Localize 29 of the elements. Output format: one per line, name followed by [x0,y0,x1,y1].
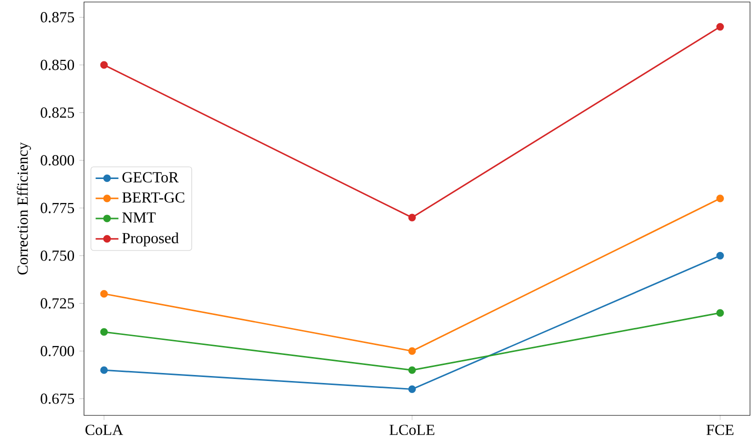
point [100,366,108,374]
x-tick-label: LCoLE [390,424,434,436]
x-tick-label: CoLA [85,424,124,436]
point [100,61,108,69]
legend-label: Proposed [122,232,179,246]
point [716,309,724,317]
point [716,194,724,202]
y-tick-label: 0.725 [40,298,74,309]
y-tick-label: 0.700 [40,346,74,356]
y-tick-label: 0.825 [40,107,74,118]
point [408,366,416,374]
point [408,385,416,394]
y-tick-label: 0.675 [40,394,74,404]
point [716,252,724,260]
point [408,214,416,222]
point [408,347,416,355]
legend-label: BERT-GC [122,192,184,203]
legend-label: NMT [122,212,156,223]
point [100,290,108,298]
x-tick-label: FCE [706,424,734,436]
y-tick-label: 0.875 [40,12,74,22]
y-tick-label: 0.750 [40,250,74,261]
legend-label: GECToR [122,172,179,182]
point [716,22,724,31]
point [100,328,108,336]
y-tick-label: 0.850 [40,60,74,70]
y-axis-title: Correction Efficiency [16,142,31,275]
y-tick-label: 0.775 [40,202,74,214]
y-tick-label: 0.800 [40,155,74,166]
